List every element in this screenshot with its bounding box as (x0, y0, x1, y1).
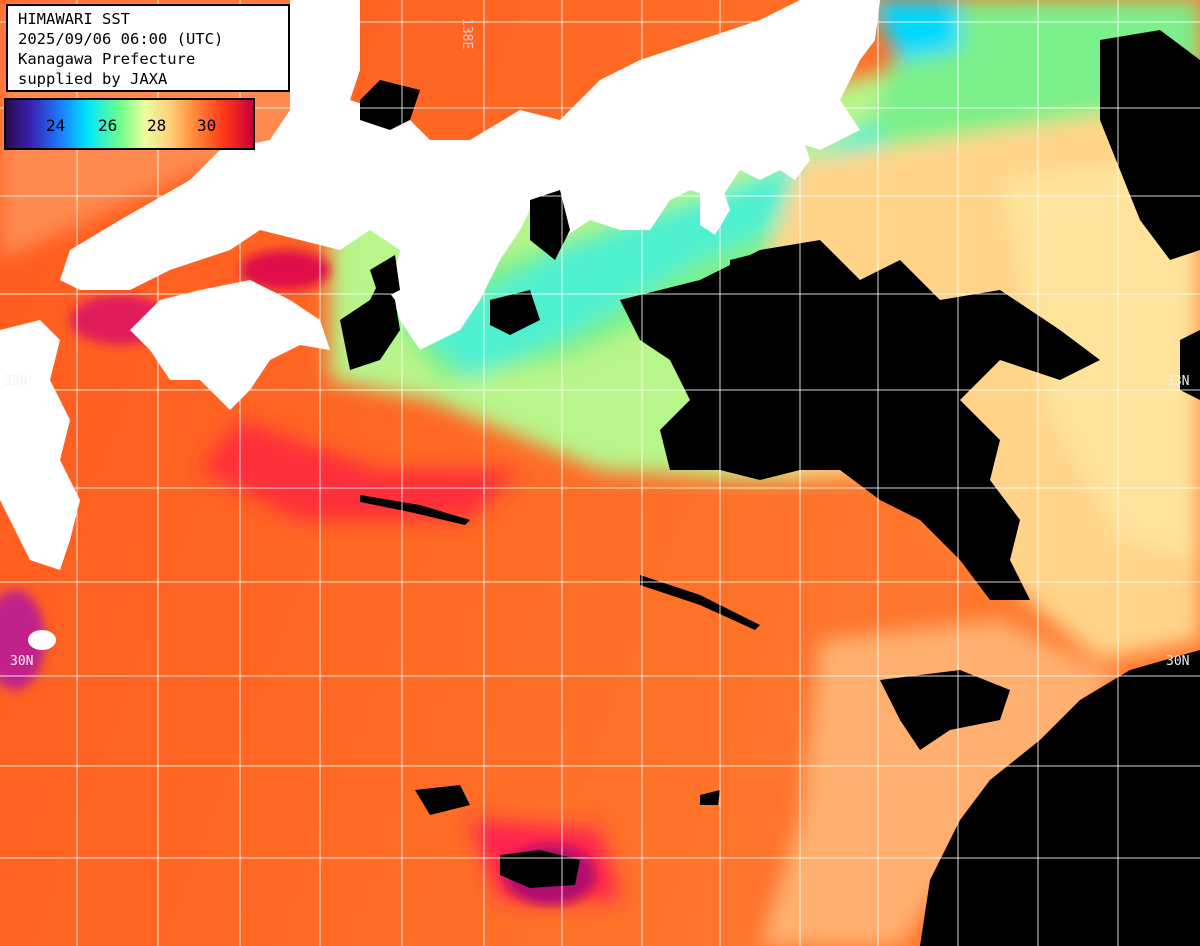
legend-tick-26: 26 (98, 116, 118, 135)
sea-magenta-inlet (240, 250, 330, 290)
cloud-right-strip (1180, 330, 1200, 400)
cloud-central-large (620, 240, 1100, 600)
land-boso (780, 130, 810, 180)
lat-label-33n-left: 33N (4, 374, 28, 389)
legend-tick-30: 30 (197, 116, 217, 135)
legend-tick-24: 24 (46, 116, 66, 135)
cloud-ise-bay (530, 190, 570, 260)
cloud-south-1 (415, 785, 470, 815)
cloud-southeast-blob (880, 670, 1010, 750)
lat-label-30n-left: 30N (10, 654, 34, 669)
map-datetime: 2025/09/06 06:00 (UTC) (18, 30, 224, 48)
lat-label-30n-right: 30N (1166, 654, 1190, 669)
map-credit: supplied by JAXA (18, 70, 168, 88)
cloud-streak (640, 575, 760, 630)
sea-yellow-southeast (760, 620, 1120, 946)
sea-yellow-east (1000, 150, 1200, 560)
sea-red-west (200, 420, 520, 520)
cloud-southeast-large (920, 650, 1200, 946)
map-info-box: HIMAWARI SST 2025/09/06 06:00 (UTC) Kana… (6, 4, 290, 92)
lon-label-138e: 138E (459, 18, 474, 50)
cloud-cover (340, 30, 1200, 946)
land-kyushu (0, 320, 80, 570)
lat-label-33n-right: 33N (1166, 374, 1190, 389)
cloud-south-3 (700, 790, 720, 805)
cloud-shore-1 (490, 290, 540, 335)
sea-cyan-nearshore (420, 120, 900, 380)
land-tanegashima (28, 630, 56, 650)
map-region: Kanagawa Prefecture (18, 50, 196, 68)
cloud-shore-2 (730, 250, 790, 300)
sst-color-legend: 24 26 28 30 (4, 98, 255, 150)
cloud-south-2 (500, 850, 580, 888)
legend-tick-28: 28 (147, 116, 167, 135)
cloud-streak-2 (360, 495, 470, 525)
cloud-osaka-bay (360, 80, 420, 130)
land-top-right-coast (860, 0, 880, 60)
sea-magenta-west (0, 590, 45, 690)
cloud-top-right (1100, 30, 1200, 260)
cloud-kii-coast (340, 280, 400, 370)
sea-cyan-top (870, 0, 960, 60)
land-masses (0, 0, 880, 650)
cloud-kii-inlet (370, 255, 400, 300)
map-title: HIMAWARI SST (18, 10, 130, 28)
land-shikoku (130, 280, 330, 410)
land-izu-peninsula (700, 180, 730, 235)
land-honshu (60, 0, 860, 350)
